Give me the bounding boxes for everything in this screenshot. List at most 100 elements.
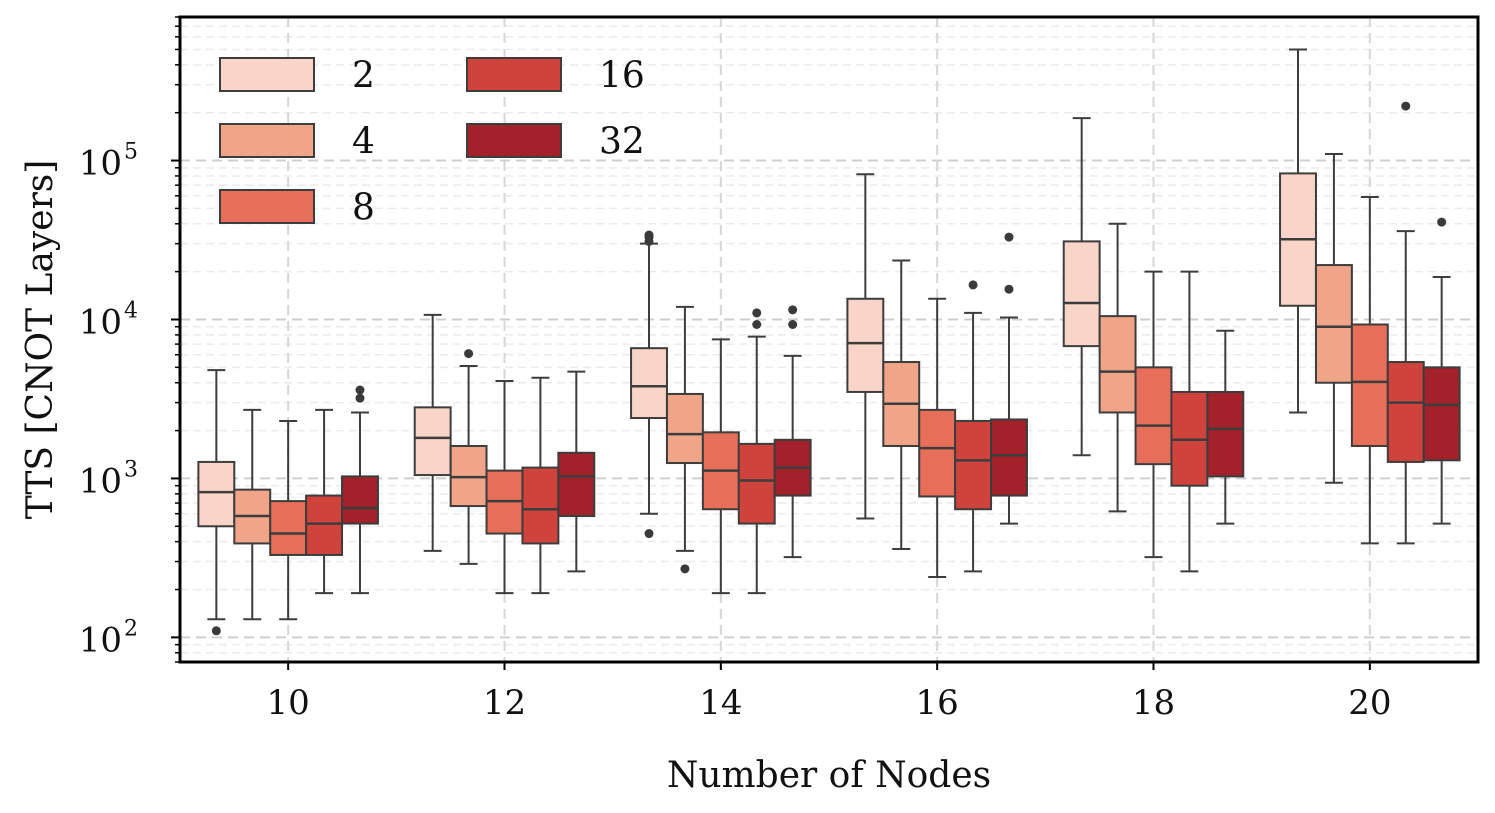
- outlier-point: [644, 529, 654, 539]
- box-series-2-nodes-10: [197, 369, 236, 636]
- box-series-32-nodes-16: [990, 232, 1028, 525]
- box-series-16-nodes-12: [521, 376, 560, 595]
- box-series-16-nodes-14: [737, 308, 776, 595]
- y-axis-label: TTS [CNOT Layers]: [20, 160, 61, 520]
- outlier-point: [680, 564, 690, 574]
- box-series-16-nodes-18: [1170, 270, 1209, 573]
- legend-swatch: [466, 123, 562, 158]
- y-tick-exponent: 5: [124, 140, 138, 165]
- y-tick-label: 10: [79, 144, 122, 184]
- x-tick-label: 18: [1132, 683, 1175, 723]
- outlier-point: [788, 305, 798, 315]
- y-tick-exponent: 2: [124, 616, 138, 641]
- iqr-box: [1134, 366, 1173, 466]
- box-series-2-nodes-12: [413, 313, 452, 552]
- legend-swatch: [219, 189, 315, 224]
- y-tick-label: 10: [79, 302, 122, 342]
- iqr-box: [305, 494, 344, 556]
- outlier-point: [355, 385, 365, 395]
- box-series-8-nodes-18: [1134, 270, 1173, 559]
- box-series-32-nodes-12: [557, 370, 596, 573]
- outlier-point: [644, 230, 654, 240]
- box-series-4-nodes-18: [1098, 222, 1137, 513]
- legend-label: 32: [599, 122, 645, 163]
- iqr-box: [1314, 264, 1353, 384]
- outlier-point: [752, 319, 762, 329]
- y-tick-exponent: 3: [124, 457, 138, 482]
- outlier-point: [1401, 101, 1411, 111]
- x-tick-label: 10: [267, 683, 310, 723]
- box-series-16-nodes-16: [954, 280, 993, 573]
- iqr-box: [1386, 361, 1425, 463]
- iqr-box: [918, 408, 957, 498]
- legend-item-16: 16: [466, 56, 645, 97]
- outlier-point: [1004, 232, 1014, 242]
- box-series: [197, 48, 1461, 636]
- outlier-point: [355, 393, 365, 403]
- iqr-box: [1422, 366, 1461, 462]
- box-series-32-nodes-18: [1206, 329, 1245, 525]
- box-series-4-nodes-16: [882, 259, 921, 550]
- box-series-2-nodes-20: [1279, 48, 1317, 414]
- outlier-point: [968, 280, 978, 290]
- iqr-box: [737, 442, 776, 525]
- outlier-point: [211, 626, 221, 636]
- x-axis-label: Number of Nodes: [667, 755, 991, 796]
- legend-item-32: 32: [466, 122, 645, 163]
- iqr-box: [1062, 240, 1101, 348]
- legend-label: 4: [352, 122, 375, 163]
- iqr-box: [990, 418, 1028, 497]
- legend-swatch: [466, 57, 562, 92]
- iqr-box: [1098, 315, 1137, 414]
- iqr-box: [630, 347, 668, 420]
- iqr-box: [846, 297, 885, 393]
- legend-swatch: [219, 57, 315, 92]
- box-series-32-nodes-14: [773, 305, 812, 559]
- iqr-box: [665, 392, 704, 465]
- box-series-32-nodes-10: [341, 385, 379, 595]
- outlier-point: [752, 308, 762, 318]
- x-tick-label: 16: [916, 683, 959, 723]
- iqr-box: [269, 500, 308, 556]
- legend-label: 2: [352, 56, 375, 97]
- y-tick-exponent: 4: [124, 298, 138, 323]
- iqr-box: [197, 460, 236, 528]
- legend: 2 4 8 16 32: [219, 56, 645, 229]
- legend-item-8: 8: [219, 188, 375, 229]
- box-series-8-nodes-20: [1350, 195, 1389, 545]
- iqr-box: [1350, 323, 1389, 447]
- iqr-box: [413, 406, 452, 477]
- box-series-16-nodes-20: [1386, 101, 1425, 545]
- outlier-point: [464, 349, 474, 359]
- legend-item-2: 2: [219, 56, 375, 97]
- x-tick-label: 14: [699, 683, 742, 723]
- iqr-box: [521, 466, 560, 545]
- box-series-4-nodes-14: [665, 305, 704, 574]
- iqr-box: [341, 475, 379, 525]
- iqr-box: [1206, 390, 1245, 478]
- legend-swatch: [219, 123, 315, 158]
- box-series-8-nodes-10: [269, 419, 308, 621]
- legend-item-4: 4: [219, 122, 375, 163]
- outlier-point: [788, 319, 798, 329]
- box-series-2-nodes-16: [846, 173, 885, 520]
- x-tick-label: 12: [483, 683, 526, 723]
- plot-frame: [178, 15, 1480, 664]
- box-series-4-nodes-20: [1314, 152, 1353, 484]
- outlier-point: [1004, 284, 1014, 294]
- legend-label: 8: [352, 188, 375, 229]
- legend-label: 16: [599, 56, 645, 97]
- x-tick-label: 20: [1348, 683, 1391, 723]
- box-series-8-nodes-16: [918, 297, 957, 578]
- box-series-2-nodes-14: [630, 230, 668, 539]
- y-tick-label: 10: [79, 620, 122, 660]
- iqr-box: [954, 419, 993, 511]
- box-series-2-nodes-18: [1062, 117, 1101, 457]
- box-series-32-nodes-20: [1422, 217, 1461, 525]
- box-series-4-nodes-10: [233, 408, 272, 621]
- iqr-box: [557, 451, 596, 518]
- y-tick-label: 10: [79, 461, 122, 501]
